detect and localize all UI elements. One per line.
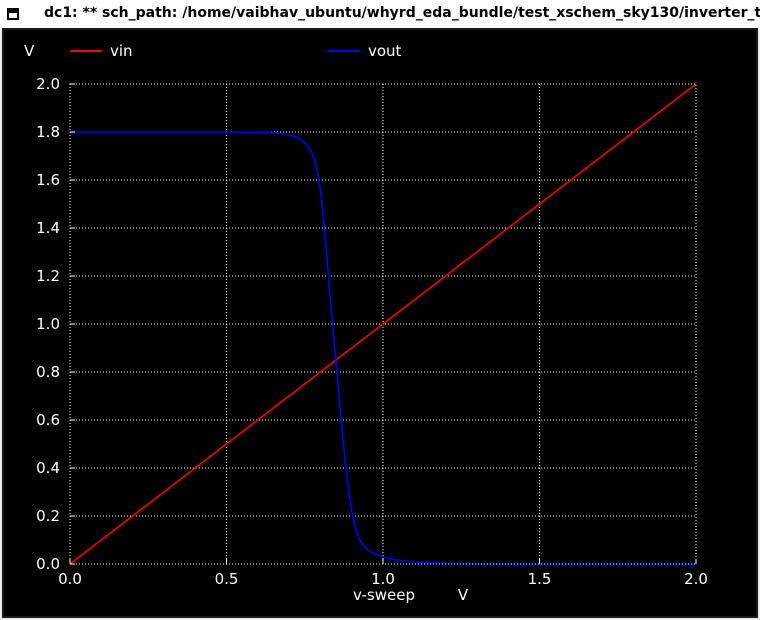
y-tick-label: 1.4 bbox=[36, 219, 60, 237]
y-tick-label: 2.0 bbox=[36, 75, 60, 93]
y-tick-label: 1.2 bbox=[36, 267, 60, 285]
series-line-vout bbox=[70, 131, 696, 565]
y-tick-label: 0.4 bbox=[36, 459, 60, 477]
legend-label-vout: vout bbox=[368, 42, 402, 60]
legend-label-vin: vin bbox=[110, 42, 133, 60]
chart-canvas: 0.0 0.5 1.0 1.5 2.0 0.0 0.2 0.4 0.6 0.8 1.0 1.2 1.4 1… bbox=[24, 42, 708, 604]
y-tick-label: 1.8 bbox=[36, 123, 60, 141]
y-tick-label: 0.8 bbox=[36, 363, 60, 381]
y-tick-label: 1.6 bbox=[36, 171, 60, 189]
y-axis-label: V bbox=[24, 42, 35, 60]
y-tick-label: 1.0 bbox=[36, 315, 60, 333]
x-axis-label: v-sweep bbox=[353, 586, 415, 604]
x-tick-label: 0.5 bbox=[215, 570, 239, 588]
y-tick-label: 0.6 bbox=[36, 411, 60, 429]
series-layer bbox=[69, 83, 697, 565]
y-tick-label: 0.0 bbox=[36, 555, 60, 573]
x-tick-label: 1.0 bbox=[371, 570, 395, 588]
x-tick-label: 2.0 bbox=[684, 570, 708, 588]
x-tick-label: 0.0 bbox=[58, 570, 82, 588]
plot-area: 0.0 0.5 1.0 1.5 2.0 0.0 0.2 0.4 0.6 0.8 1.0 1.2 1.4 1… bbox=[2, 28, 758, 618]
x-tick-label: 1.5 bbox=[528, 570, 552, 588]
window-title: dc1: ** sch_path: /home/vaibhav_ubuntu/w… bbox=[44, 5, 760, 21]
axes bbox=[69, 83, 697, 565]
window-menu-icon[interactable] bbox=[7, 8, 19, 20]
series-line-vin bbox=[69, 83, 697, 565]
x-axis-unit: V bbox=[458, 586, 469, 604]
labels: 0.0 0.5 1.0 1.5 2.0 0.0 0.2 0.4 0.6 0.8 1.0 1.2 1.4 1… bbox=[24, 42, 708, 604]
title-bar[interactable]: dc1: ** sch_path: /home/vaibhav_ubuntu/w… bbox=[0, 0, 760, 28]
y-tick-label: 0.2 bbox=[36, 507, 60, 525]
